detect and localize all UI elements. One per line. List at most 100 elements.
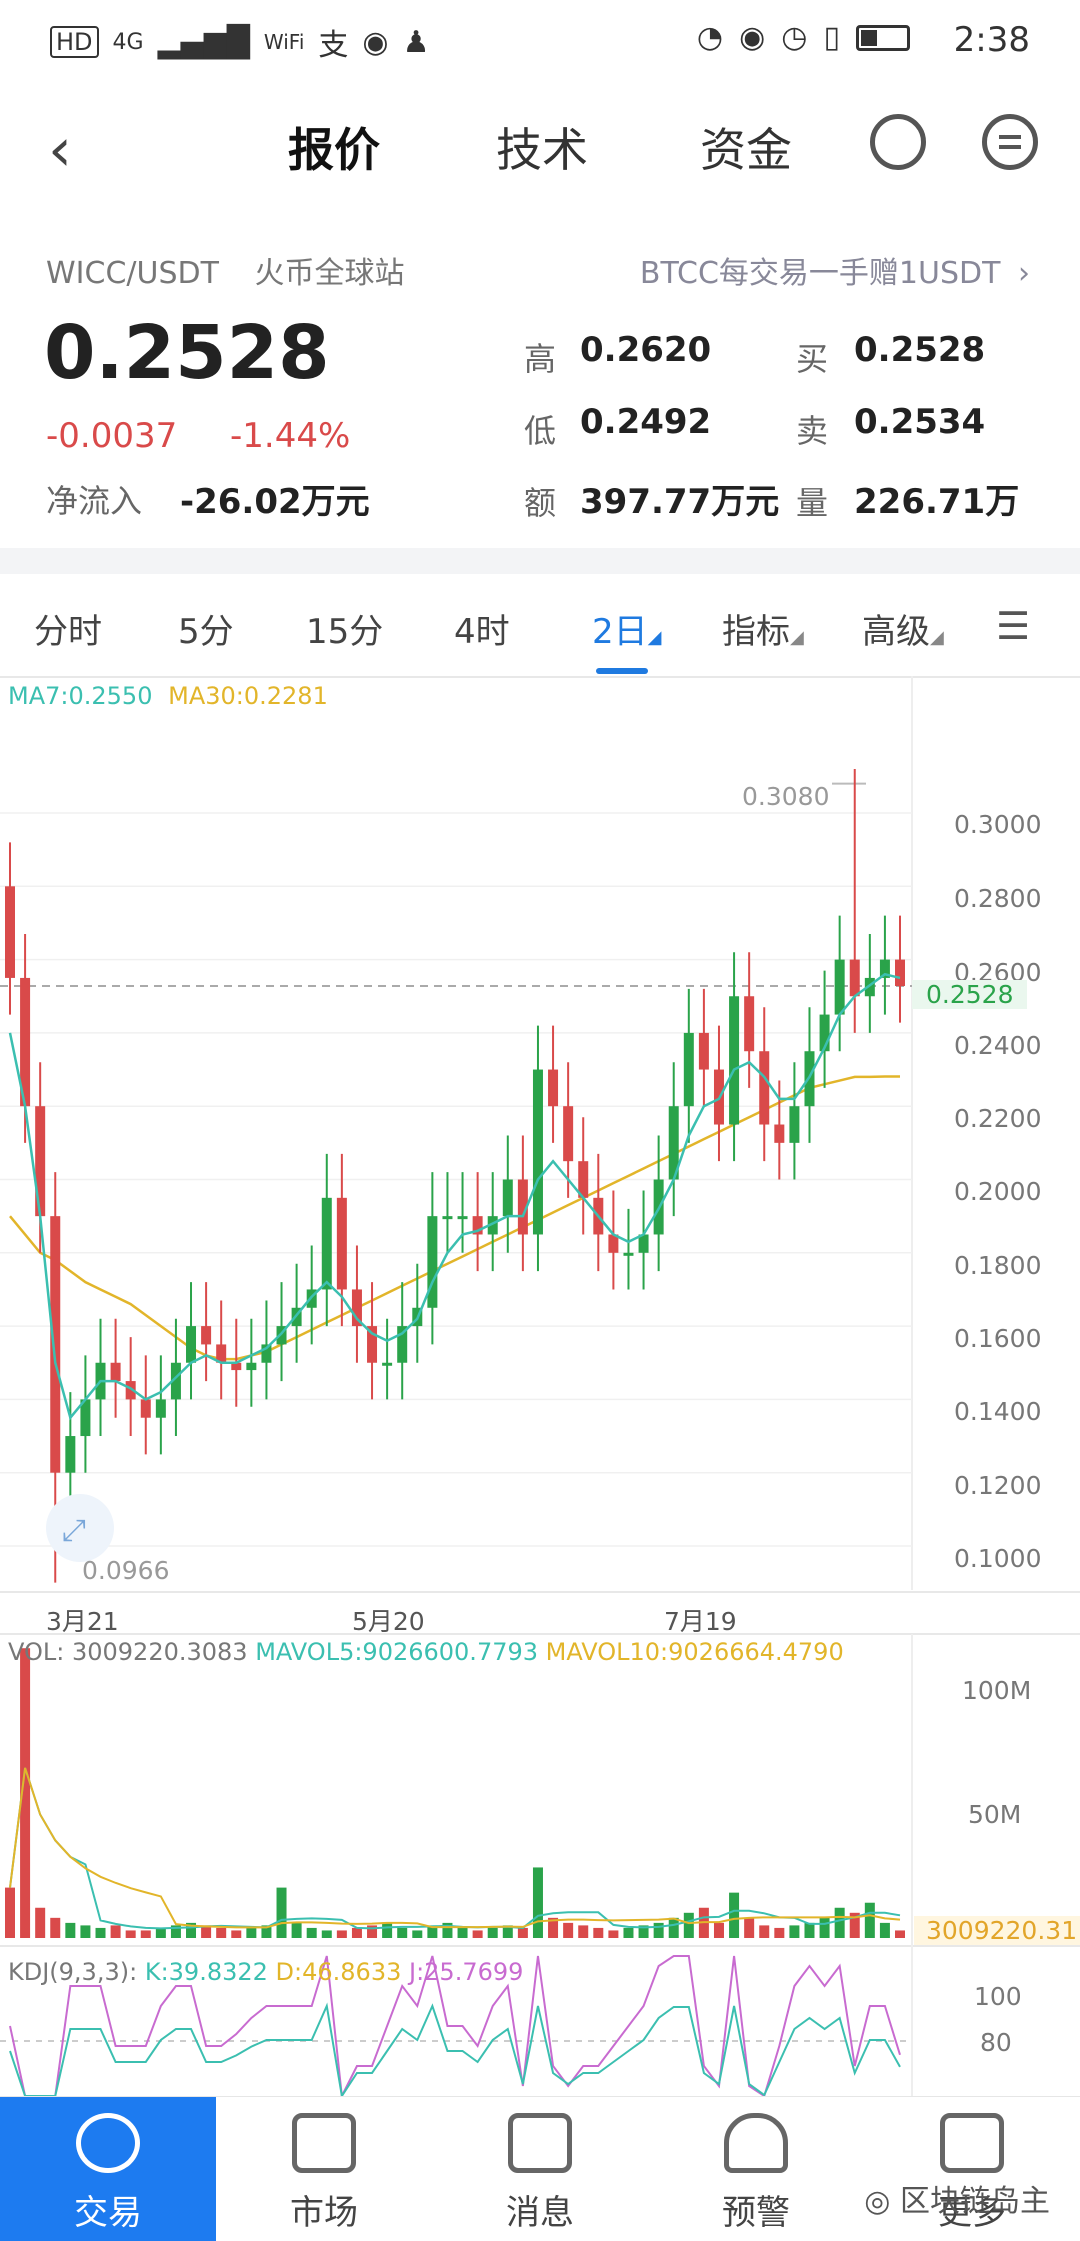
candle-body [140, 1399, 151, 1418]
volume-bar [201, 1925, 212, 1938]
candle-body [729, 996, 740, 1125]
bottom-tab-trade[interactable]: 交易 [0, 2097, 216, 2241]
volume-bar [879, 1922, 890, 1938]
candle-body [65, 1436, 76, 1473]
bottom-tab-more[interactable]: 更多 [864, 2097, 1080, 2241]
volume-bar [895, 1930, 905, 1938]
hd-icon: HD [50, 26, 99, 58]
kdj-y-tick: 100 [974, 1982, 1022, 2011]
kdj-legend: KDJ(9,3,3): K:39.8322 D:46.8633 J:25.769… [8, 1958, 523, 1986]
volume-bar [653, 1922, 664, 1938]
exchange-name: 火币全球站 [254, 256, 405, 291]
tab-technical[interactable]: 技术 [496, 123, 588, 177]
signal-bars-icon: ▂▄▆█ [157, 24, 250, 60]
y-tick: 0.1200 [954, 1471, 1042, 1500]
candle-body [879, 959, 890, 978]
search-icon[interactable] [870, 114, 926, 170]
top-nav: ‹ 报价 技术 资金 [0, 80, 1080, 220]
bottom-tab-alert[interactable]: 预警 [648, 2097, 864, 2241]
period-tab-advanced[interactable]: 高级◢ [862, 604, 944, 653]
candle-body [155, 1399, 166, 1418]
dropdown-triangle-icon: ◢ [647, 627, 662, 648]
period-tab-4h[interactable]: 4时 [454, 612, 510, 652]
candle-body [864, 977, 875, 997]
period-tab-2d[interactable]: 2日◢ [592, 604, 661, 653]
status-left-icons: HD 4G ▂▄▆█ WiFi 支 ◉ ♟ [50, 20, 429, 64]
volume-bar [125, 1930, 136, 1938]
bottom-tab-market[interactable]: 市场 [216, 2097, 432, 2241]
expand-icon[interactable] [46, 1494, 114, 1562]
high-value: 0.2620 [580, 330, 712, 370]
high-label: 高 [524, 340, 557, 378]
kdj-legend-d: D:46.8633 [275, 1958, 402, 1986]
volume-bar [744, 1917, 755, 1938]
candle-body [336, 1197, 347, 1290]
y-tick: 0.1600 [954, 1324, 1042, 1353]
wechat-icon: ◉ [362, 24, 389, 60]
current-price-tag: 0.2528 [912, 980, 1028, 1009]
candle-body [895, 959, 905, 986]
sliders-icon [940, 2113, 1004, 2173]
candle-body [774, 1124, 785, 1143]
candle-body [849, 959, 860, 997]
tab-funds[interactable]: 资金 [700, 123, 792, 177]
volume-bar [517, 1927, 528, 1938]
bottom-nav: 交易 市场 消息 预警 更多 [0, 2096, 1080, 2241]
candle-body [623, 1252, 634, 1256]
volume-bar [729, 1892, 740, 1938]
pair-name: WICC/USDT [46, 256, 219, 291]
candle-body [261, 1344, 272, 1363]
volume-bar [593, 1927, 604, 1938]
volume-bar [608, 1930, 619, 1938]
candle-body [276, 1326, 287, 1345]
candle-body [517, 1179, 528, 1235]
y-tick: 0.1400 [954, 1397, 1042, 1426]
candle-body [110, 1362, 121, 1382]
candle-body [321, 1197, 332, 1290]
status-right-icons: ◔ ◉ ◷ ▯ [697, 20, 910, 55]
status-time: 2:38 [953, 20, 1030, 60]
period-tab-indicator[interactable]: 指标◢ [722, 604, 804, 653]
candle-body [125, 1381, 136, 1400]
period-tab-5m[interactable]: 5分 [178, 612, 234, 652]
kdj-legend-k: K:39.8322 [144, 1958, 268, 1986]
promo-link[interactable]: BTCC每交易一手赠1USDT › [640, 248, 1030, 292]
volume-bar [548, 1917, 559, 1938]
expand-icon-glyph: ⤢ [62, 1513, 86, 1548]
watermark-text: 区块链岛主 [900, 2184, 1050, 2219]
volume-bar [638, 1925, 649, 1938]
candle-body [35, 1106, 46, 1217]
y-tick: 0.2800 [954, 884, 1042, 913]
volume-bar [216, 1927, 227, 1938]
candle-body [367, 1326, 378, 1363]
ma30-legend: MA30:0.2281 [168, 682, 328, 710]
volume-bar [321, 1930, 332, 1938]
bottom-tab-news[interactable]: 消息 [432, 2097, 648, 2241]
max-price-label: 0.3080 [742, 782, 830, 811]
volume-bar [95, 1927, 106, 1938]
alarm-icon: ◷ [781, 20, 808, 55]
period-tab-15m[interactable]: 15分 [306, 612, 384, 652]
tab-quote[interactable]: 报价 [288, 123, 380, 177]
kdj-k-line [9, 2002, 901, 2096]
amount-value: 397.77万元 [580, 482, 780, 522]
volume-bar [50, 1917, 61, 1938]
candle-body [698, 1032, 709, 1070]
net-inflow-label: 净流入 [46, 482, 143, 520]
volume-bar [291, 1922, 302, 1938]
section-divider [0, 548, 1080, 574]
volume-bar [668, 1917, 679, 1938]
back-button[interactable]: ‹ [48, 115, 72, 185]
chart-svg[interactable]: ⤢ [0, 676, 1080, 2096]
alipay-icon: 支 [318, 28, 349, 63]
mavol10-line [9, 1767, 901, 1929]
ma7-legend: MA7:0.2550 [8, 682, 153, 710]
amount-label: 额 [524, 484, 557, 522]
period-tab-timeshare[interactable]: 分时 [34, 612, 102, 652]
volume-bar [683, 1912, 694, 1938]
menu-icon[interactable] [982, 114, 1038, 170]
candle-body [5, 886, 15, 978]
chart-settings-icon[interactable]: ☰ [996, 604, 1031, 648]
bitcoin-icon [76, 2113, 140, 2173]
volume-bar [563, 1922, 574, 1938]
